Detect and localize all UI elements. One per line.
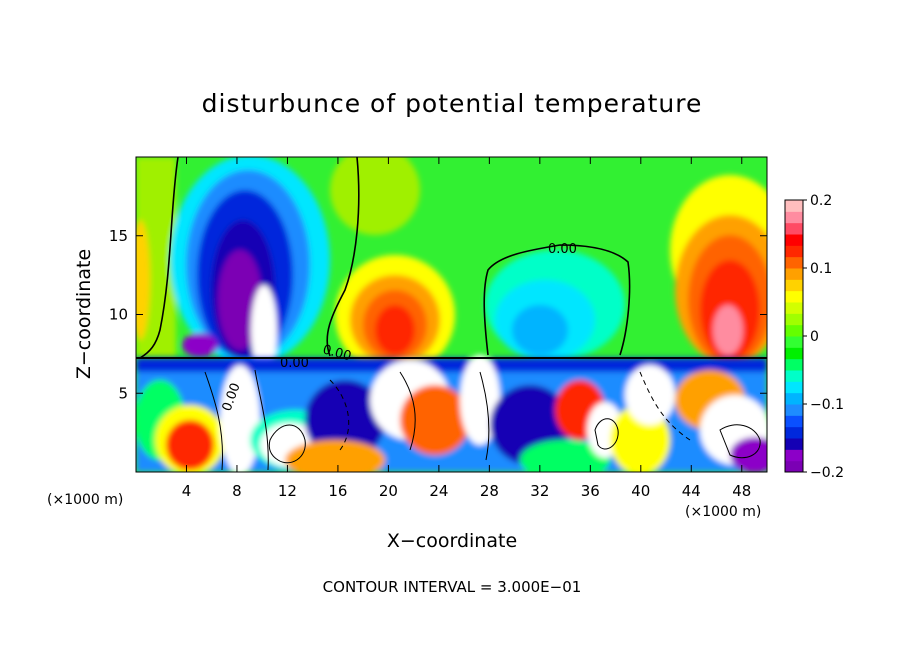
x-unit-right: (×1000 m) [685,504,761,520]
colorbar-swatch [785,449,803,462]
contour-lower-7 [594,418,619,450]
contour-lower-2 [254,369,269,471]
x-tick-label: 32 [530,482,549,500]
contour-lower-5 [399,371,416,451]
colorbar-swatch [785,370,803,382]
x-axis: 4 8 12 16 20 24 28 32 36 40 44 48 [182,157,751,500]
x-tick-label: 4 [182,482,192,500]
colorbar-swatch [785,347,803,360]
colorbar-swatch [785,460,803,473]
contour-zero-2 [326,157,360,357]
contour-zero-3 [483,244,631,356]
contour-label: 0.00 [548,242,577,257]
contour-lower-6 [479,371,490,461]
contour-lower-1 [204,371,224,471]
chart-title: disturbunce of potential temperature [202,89,703,118]
colorbar-swatch [785,279,803,292]
colorbar-tick-label: −0.2 [810,465,844,481]
y-tick-label: 5 [118,384,128,402]
colorbar-swatch [785,358,803,371]
x-tick-label: 16 [328,482,347,500]
contour-interval: CONTOUR INTERVAL = 3.000E−01 [323,578,582,596]
colorbar-swatch [785,268,803,280]
contour-label: 0.00 [280,356,309,371]
colorbar-swatch [785,336,803,348]
colorbar-swatch [785,313,803,326]
x-tick-label: 28 [480,482,499,500]
contour-labels: 0.00 0.00 0.00 0.00 [220,242,577,413]
colorbar-swatch [785,324,803,337]
x-tick-label: 12 [278,482,297,500]
colorbar-tick-label: 0 [810,329,819,345]
colorbar-swatch [785,211,803,224]
colorbar-swatch [785,200,803,212]
y-axis-label: Z−coordinate [73,249,95,379]
upper-field [136,157,767,375]
colorbar-swatch [785,415,803,428]
contour-zero-1 [139,157,179,359]
y-tick-label: 15 [109,227,128,245]
colorbar-swatch [785,438,803,450]
plot-area: 0.00 0.00 0.00 0.00 [136,157,767,472]
contour-lower-9 [719,424,761,459]
contour-lower-8 [639,371,691,441]
contour-lower-3 [268,424,306,464]
colorbar-swatch [785,381,803,394]
colorbar-swatch [785,290,803,303]
y-tick-label: 10 [109,306,128,324]
contour-label: 0.00 [321,342,353,364]
colorbar-swatch [785,302,803,314]
colorbar-swatch [785,426,803,439]
colorbar-swatch [785,222,803,235]
contour-lines [136,157,767,471]
lower-field [136,355,767,472]
x-tick-label: 36 [581,482,600,500]
colorbar-swatch [785,245,803,258]
colorbar-swatch [785,256,803,269]
x-tick-label: 20 [379,482,398,500]
x-tick-label: 48 [732,482,751,500]
colorbar-swatch [785,392,803,405]
contour-lower-4 [329,379,350,451]
x-tick-label: 8 [232,482,242,500]
colorbar-tick-label: −0.1 [810,397,844,413]
colorbar-swatch [785,234,803,246]
x-tick-label: 24 [429,482,448,500]
x-tick-label: 44 [682,482,701,500]
colorbar-swatch [785,404,803,416]
x-tick-label: 40 [631,482,650,500]
x-axis-label: X−coordinate [387,530,517,552]
colorbar-tick-label: 0.2 [810,193,832,209]
y-axis: 5 10 15 [109,227,767,402]
x-unit-left: (×1000 m) [47,492,123,508]
colorbar-tick-label: 0.1 [810,261,832,277]
colorbar: 0.2 0.1 0 −0.1 −0.2 [784,193,844,481]
